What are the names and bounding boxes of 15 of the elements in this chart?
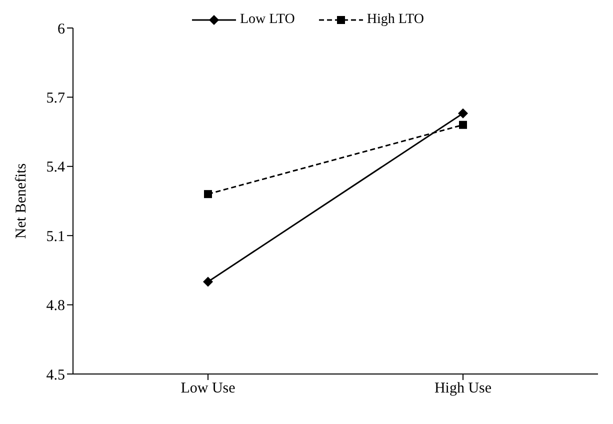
point bbox=[458, 108, 468, 118]
y-axis-title: Net Benefits bbox=[13, 163, 30, 239]
point bbox=[459, 120, 467, 129]
y-tick-label: 5.1 bbox=[46, 228, 65, 245]
y-tick-label: 4.8 bbox=[46, 298, 65, 314]
x-tick-label: High Use bbox=[434, 380, 492, 397]
y-tick-label: 4.5 bbox=[46, 367, 65, 384]
y-tick-label: 5.4 bbox=[46, 160, 66, 176]
legend-label: Low LTO bbox=[240, 12, 295, 28]
point bbox=[204, 190, 212, 198]
y-tick-label: 5.7 bbox=[46, 90, 66, 107]
x-tick-label: Low Use bbox=[180, 380, 236, 397]
y-tick-label: 6 bbox=[58, 21, 66, 38]
legend-label: High LTO bbox=[366, 12, 424, 28]
point bbox=[203, 276, 213, 287]
